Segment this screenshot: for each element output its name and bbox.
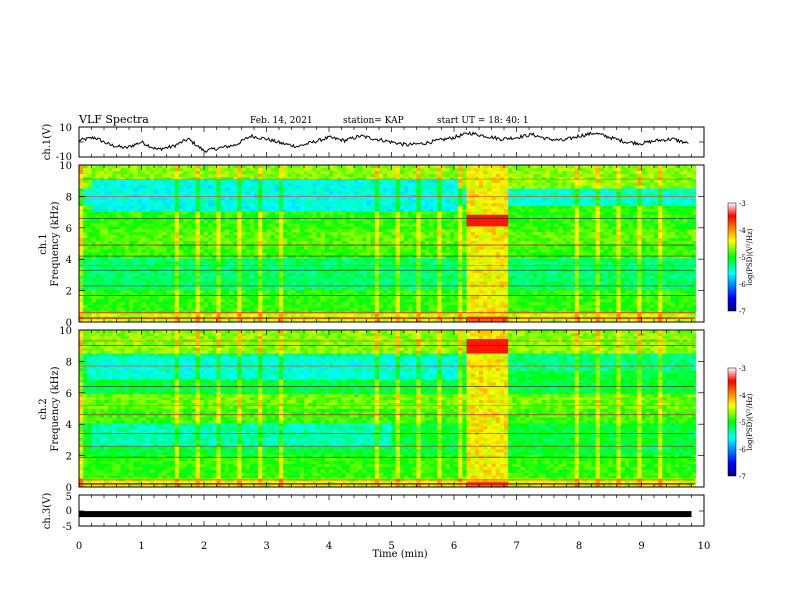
ch1-cb-tick-0: -3: [739, 200, 746, 208]
ch3-ytick-bottom: -5: [62, 522, 72, 533]
ch1-cb-tick-4: -7: [739, 308, 746, 316]
ch2-spectrogram-ylabel: ch.2: [38, 398, 49, 420]
ch1-colorbar: -3 -4 -5 -6 -7 log(PSD)(V²/Hz): [727, 200, 754, 316]
ch3-ytick-mid: 0: [66, 506, 72, 517]
freq-tick-label: 2: [66, 452, 72, 463]
x-tick-label: 9: [638, 541, 644, 552]
ch2-spectrogram: [79, 330, 704, 488]
freq-tick-label: 2: [66, 287, 72, 298]
freq-tick-label: 8: [66, 192, 72, 203]
ch2-frequency-ylabel: Frequency (kHz): [50, 366, 61, 451]
start-time-label: start UT = 18: 40: 1: [437, 116, 529, 126]
ch1-spectrogram-ylabel: ch.1: [38, 233, 49, 255]
x-axis-label: Time (min): [372, 549, 427, 560]
freq-tick-label: 8: [66, 357, 72, 368]
freq-tick-label: 4: [66, 420, 72, 431]
freq-tick-label: 0: [66, 318, 72, 329]
x-tick-label: 5: [388, 541, 394, 552]
ch2-cb-tick-1: -4: [739, 392, 746, 400]
ch3-ytick-top: 5: [66, 492, 72, 503]
ch1-cb-label: log(PSD)(V²/Hz): [746, 228, 754, 285]
ch2-spectrogram-panel: 0 2 4 6 8 10 ch.2 Frequency (kHz) -3 -4 -5 -6…: [38, 326, 754, 494]
x-tick-label: 7: [513, 541, 519, 552]
x-tick-label: 8: [576, 541, 582, 552]
station-label: station= KAP: [343, 116, 404, 126]
ch1-waveform-panel: 10 -10 ch.1(V): [42, 123, 705, 163]
x-tick-label: 0: [76, 541, 82, 552]
freq-tick-label: 6: [66, 224, 72, 235]
ch1-cb-tick-1: -4: [739, 227, 746, 235]
x-tick-label: 3: [263, 541, 269, 552]
ch2-cb-tick-2: -5: [739, 419, 746, 427]
x-tick-label: 4: [326, 541, 332, 552]
ch1-frequency-ylabel: Frequency (kHz): [50, 201, 61, 286]
ch2-cb-tick-4: -7: [739, 473, 746, 481]
ch3-waveform-line: [79, 511, 692, 518]
freq-tick-label: 4: [66, 255, 72, 266]
freq-tick-label: 10: [59, 161, 72, 172]
ch1-spectrogram: [79, 165, 704, 323]
freq-tick-label: 0: [66, 483, 72, 494]
date-label: Feb. 14, 2021: [250, 116, 313, 126]
ch2-colorbar: -3 -4 -5 -6 -7 log(PSD)(V²/Hz): [727, 365, 754, 481]
x-tick-label: 6: [451, 541, 457, 552]
ch1-ytick-bottom: -10: [56, 152, 72, 163]
ch3-waveform-ylabel: ch.3(V): [42, 493, 53, 530]
chart-title: VLF Spectra: [78, 113, 149, 126]
freq-tick-label: 10: [59, 326, 72, 337]
ch2-cb-tick-0: -3: [739, 365, 746, 373]
ch1-cb-tick-3: -6: [739, 281, 746, 289]
ch1-ytick-top: 10: [59, 123, 72, 134]
ch1-waveform-line: [78, 131, 689, 154]
freq-tick-label: 6: [66, 389, 72, 400]
ch1-spectrogram-panel: 0 2 4 6 8 10 ch.1 Frequency (kHz) -3 -4 -5 -6…: [38, 161, 754, 329]
x-tick-label: 1: [138, 541, 144, 552]
x-tick-label: 2: [201, 541, 207, 552]
ch1-waveform-ylabel: ch.1(V): [42, 124, 53, 161]
ch2-cb-tick-3: -6: [739, 446, 746, 454]
x-tick-label: 10: [698, 541, 711, 552]
ch1-cb-tick-2: -5: [739, 254, 746, 262]
ch2-cb-label: log(PSD)(V²/Hz): [746, 393, 754, 450]
ch3-waveform-panel: 5 0 -5 ch.3(V): [42, 492, 705, 533]
